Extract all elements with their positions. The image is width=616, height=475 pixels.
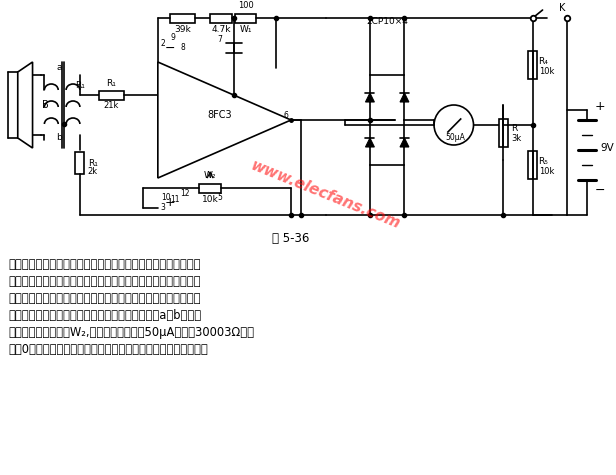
Text: 2k: 2k bbox=[88, 168, 98, 177]
Text: a: a bbox=[57, 63, 62, 72]
Text: 10k: 10k bbox=[538, 66, 554, 76]
Bar bbox=[529, 151, 537, 179]
Bar bbox=[499, 118, 508, 146]
Bar bbox=[235, 13, 256, 22]
Text: 12: 12 bbox=[180, 189, 190, 198]
Text: 接，调节调零电位器W₂,使电流表（满刻度50μA，内阰30003Ω）指: 接，调节调零电位器W₂,使电流表（满刻度50μA，内阰30003Ω）指 bbox=[8, 326, 254, 339]
Text: 4.7k: 4.7k bbox=[211, 25, 231, 34]
Polygon shape bbox=[400, 138, 409, 147]
Text: R₁: R₁ bbox=[88, 159, 98, 168]
Circle shape bbox=[434, 105, 474, 145]
Polygon shape bbox=[365, 138, 375, 147]
Text: K: K bbox=[559, 3, 565, 13]
Text: 21k: 21k bbox=[103, 102, 119, 111]
Bar bbox=[76, 152, 84, 174]
Text: 50μA: 50μA bbox=[446, 133, 466, 142]
Text: 9: 9 bbox=[171, 32, 176, 41]
Polygon shape bbox=[400, 93, 409, 102]
Text: W₂: W₂ bbox=[204, 171, 216, 180]
Text: R: R bbox=[511, 124, 517, 133]
Bar bbox=[199, 183, 221, 192]
Text: +: + bbox=[595, 101, 606, 114]
Text: +: + bbox=[164, 196, 175, 209]
Text: 7: 7 bbox=[217, 36, 222, 45]
Text: 2: 2 bbox=[161, 39, 166, 48]
Bar bbox=[210, 13, 232, 22]
Polygon shape bbox=[18, 62, 33, 148]
Text: B: B bbox=[42, 100, 49, 110]
Text: 10: 10 bbox=[161, 193, 171, 202]
Text: 5: 5 bbox=[217, 193, 222, 202]
Text: 39k: 39k bbox=[174, 25, 191, 34]
Text: 8: 8 bbox=[180, 42, 185, 51]
Text: 3k: 3k bbox=[511, 134, 521, 143]
Text: 11: 11 bbox=[171, 196, 180, 205]
Polygon shape bbox=[365, 93, 375, 102]
Text: 变压器，次级与扬声器相接），将信号加到运放反相输入端，经: 变压器，次级与扬声器相接），将信号加到运放反相输入端，经 bbox=[8, 275, 200, 288]
Text: R₄: R₄ bbox=[538, 57, 548, 66]
Text: 8FC3: 8FC3 bbox=[207, 110, 232, 120]
Text: 9V: 9V bbox=[601, 143, 615, 153]
Text: R₁: R₁ bbox=[107, 79, 116, 88]
Text: 3: 3 bbox=[161, 203, 166, 212]
Text: www.elecfans.com: www.elecfans.com bbox=[248, 158, 403, 232]
Text: b: b bbox=[56, 133, 62, 142]
Text: 6: 6 bbox=[283, 112, 288, 121]
Text: 放大输出的信号，通过二极管桥式整流后，使电流表偏转，从而: 放大输出的信号，通过二极管桥式整流后，使电流表偏转，从而 bbox=[8, 292, 200, 305]
Text: 2CP10×4: 2CP10×4 bbox=[367, 18, 408, 27]
Text: 图 5-36: 图 5-36 bbox=[272, 231, 310, 245]
Text: W₁: W₁ bbox=[240, 26, 252, 35]
Text: 由扬声器变为电信号，通过起阻抗变换作用的变压器（音频输出: 由扬声器变为电信号，通过起阻抗变换作用的变压器（音频输出 bbox=[8, 258, 200, 271]
Text: 指示出环境噪声的强度。调整时，先将变压器初级a、b两端短: 指示出环境噪声的强度。调整时，先将变压器初级a、b两端短 bbox=[8, 309, 201, 322]
Text: −: − bbox=[164, 41, 175, 55]
Text: R₅: R₅ bbox=[538, 156, 548, 165]
Text: −: − bbox=[595, 183, 606, 197]
Text: R₁: R₁ bbox=[75, 80, 85, 89]
Bar bbox=[99, 91, 124, 99]
Bar bbox=[169, 13, 195, 22]
Polygon shape bbox=[158, 62, 291, 178]
Text: 示为0，然后进行噪声强度和电流表指示相对的调整。下表为噪声: 示为0，然后进行噪声强度和电流表指示相对的调整。下表为噪声 bbox=[8, 343, 208, 356]
Text: 10k: 10k bbox=[538, 167, 554, 175]
Text: 10k: 10k bbox=[202, 196, 219, 205]
Text: 100: 100 bbox=[238, 1, 254, 10]
Bar bbox=[529, 51, 537, 79]
